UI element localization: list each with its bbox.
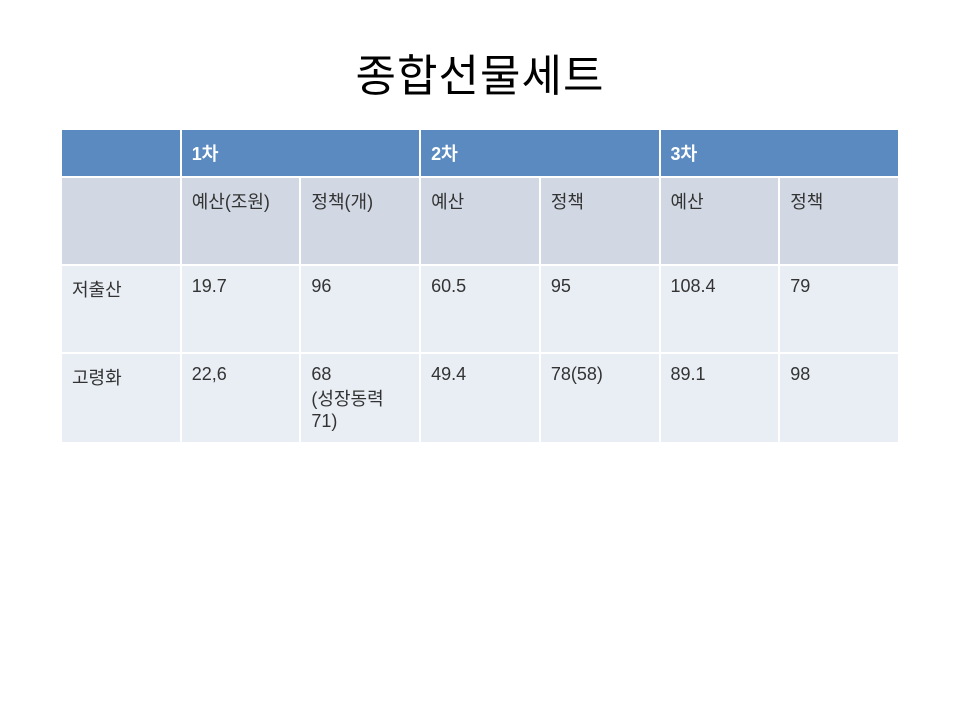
table-row: 고령화 22,6 68(성장동력 71) 49.4 78(58) 89.1 98 — [61, 353, 899, 443]
table-cell: 19.7 — [181, 265, 301, 353]
table-header-row-2: 예산(조원) 정책(개) 예산 정책 예산 정책 — [61, 177, 899, 265]
table-cell: 22,6 — [181, 353, 301, 443]
table-cell: 89.1 — [660, 353, 780, 443]
table-cell: 60.5 — [420, 265, 540, 353]
header2-empty — [61, 177, 181, 265]
table-cell: 95 — [540, 265, 660, 353]
table-cell: 78(58) — [540, 353, 660, 443]
header1-empty — [61, 129, 181, 177]
slide-title: 종합선물세트 — [60, 40, 900, 104]
header2-col-2: 정책(개) — [300, 177, 420, 265]
row-label: 고령화 — [61, 353, 181, 443]
table-cell: 49.4 — [420, 353, 540, 443]
row-label: 저출산 — [61, 265, 181, 353]
table-cell: 79 — [779, 265, 899, 353]
table-row: 저출산 19.7 96 60.5 95 108.4 79 — [61, 265, 899, 353]
header2-col-1: 예산(조원) — [181, 177, 301, 265]
header2-col-4: 정책 — [540, 177, 660, 265]
header2-col-3: 예산 — [420, 177, 540, 265]
header2-col-6: 정책 — [779, 177, 899, 265]
header1-col-1: 1차 — [181, 129, 420, 177]
table-header-row-1: 1차 2차 3차 — [61, 129, 899, 177]
header2-col-5: 예산 — [660, 177, 780, 265]
slide-container: 종합선물세트 1차 2차 3차 예산(조원) 정책(개) 예산 정책 예산 정책… — [0, 0, 960, 720]
header1-col-2: 2차 — [420, 129, 659, 177]
table-cell: 96 — [300, 265, 420, 353]
table-cell: 108.4 — [660, 265, 780, 353]
data-table: 1차 2차 3차 예산(조원) 정책(개) 예산 정책 예산 정책 저출산 19… — [60, 128, 900, 444]
table-cell: 98 — [779, 353, 899, 443]
table-cell: 68(성장동력 71) — [300, 353, 420, 443]
header1-col-3: 3차 — [660, 129, 899, 177]
